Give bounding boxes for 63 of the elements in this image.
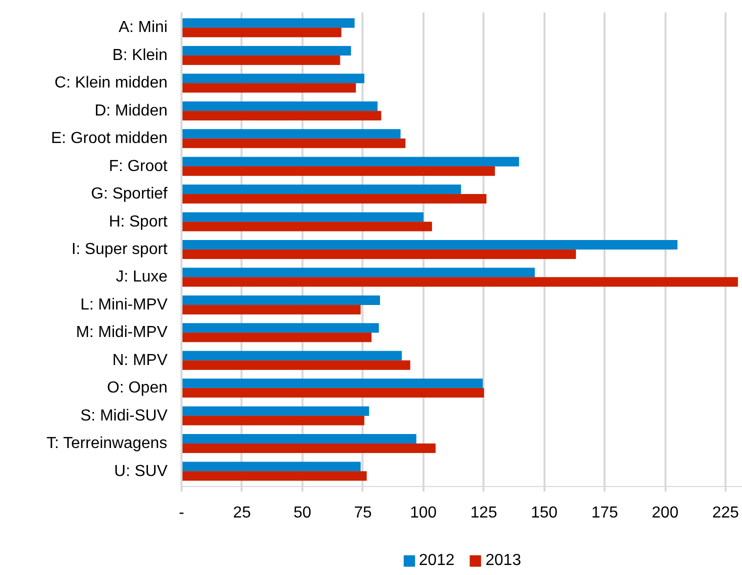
bar <box>182 378 483 388</box>
bar <box>182 166 495 176</box>
x-tick-label: - <box>178 504 184 522</box>
legend-label: 2012 <box>418 552 454 570</box>
bar <box>182 156 520 166</box>
x-tick-label: 50 <box>294 504 312 522</box>
bar <box>182 101 378 111</box>
bar <box>182 55 340 65</box>
bar <box>182 406 370 416</box>
bar <box>182 304 361 314</box>
bar <box>182 323 379 333</box>
y-tick-label: A: Mini <box>118 19 168 36</box>
y-tick-label: M: Midi-MPV <box>76 324 168 342</box>
y-tick-label: L: Mini-MPV <box>80 296 168 314</box>
bar <box>182 416 364 426</box>
y-tick-label: E: Groot midden <box>51 130 168 148</box>
bar <box>182 212 424 222</box>
bar <box>182 350 402 360</box>
bar <box>182 332 372 342</box>
y-tick-label: O: Open <box>107 380 168 397</box>
bar <box>182 110 382 120</box>
x-tick-label: 200 <box>652 504 679 522</box>
bar <box>182 360 410 370</box>
x-tick-label: 75 <box>354 504 372 522</box>
bar <box>182 18 355 28</box>
y-tick-label: B: Klein <box>112 46 168 64</box>
bar <box>182 74 364 84</box>
legend-label: 2013 <box>486 552 522 570</box>
bar <box>182 138 406 148</box>
bar <box>182 268 535 278</box>
y-tick-label: J: Luxe <box>116 268 168 286</box>
x-tick-label: 100 <box>410 504 437 522</box>
bar <box>182 194 486 204</box>
bar <box>182 83 356 93</box>
bar <box>182 184 462 194</box>
bar <box>182 443 436 454</box>
y-tick-label: N: MPV <box>112 352 168 369</box>
bar <box>182 222 432 232</box>
bar <box>182 28 342 38</box>
bar <box>182 249 576 259</box>
bar <box>182 388 484 398</box>
y-tick-label: S: Midi-SUV <box>80 407 168 424</box>
y-tick-label: U: SUV <box>114 462 168 480</box>
y-tick-label: T: Terreinwagens <box>46 435 168 452</box>
y-tick-label: C: Klein midden <box>54 74 168 92</box>
x-tick-label: 150 <box>530 504 558 522</box>
x-tick-label: 25 <box>233 504 251 522</box>
x-tick-label: 125 <box>470 504 498 522</box>
bar <box>182 471 367 481</box>
y-tick-label: I: Super sport <box>71 241 168 258</box>
bar <box>182 46 352 56</box>
y-tick-label: D: Midden <box>94 102 168 120</box>
bar <box>182 434 416 444</box>
bar <box>182 240 678 250</box>
bar <box>182 462 361 472</box>
y-tick-label: H: Sport <box>108 213 168 230</box>
x-tick-label: 225 <box>712 504 740 522</box>
bar <box>182 129 401 139</box>
bar <box>182 277 738 287</box>
x-tick-label: 175 <box>591 504 618 522</box>
y-tick-label: F: Groot <box>108 158 168 175</box>
bar <box>182 295 380 305</box>
y-tick-label: G: Sportief <box>91 186 168 203</box>
